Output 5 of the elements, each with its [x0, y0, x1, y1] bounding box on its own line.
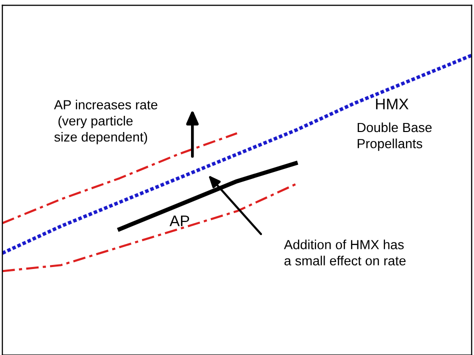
- series-label: HMX: [376, 98, 408, 110]
- annotation: AP increases rate (very particle size dependent): [54, 100, 158, 144]
- annotation: Double Base Propellants: [358, 122, 432, 151]
- series-label: AP: [170, 216, 190, 226]
- annotation: Addition of HMX has a small effect on rate: [284, 240, 406, 266]
